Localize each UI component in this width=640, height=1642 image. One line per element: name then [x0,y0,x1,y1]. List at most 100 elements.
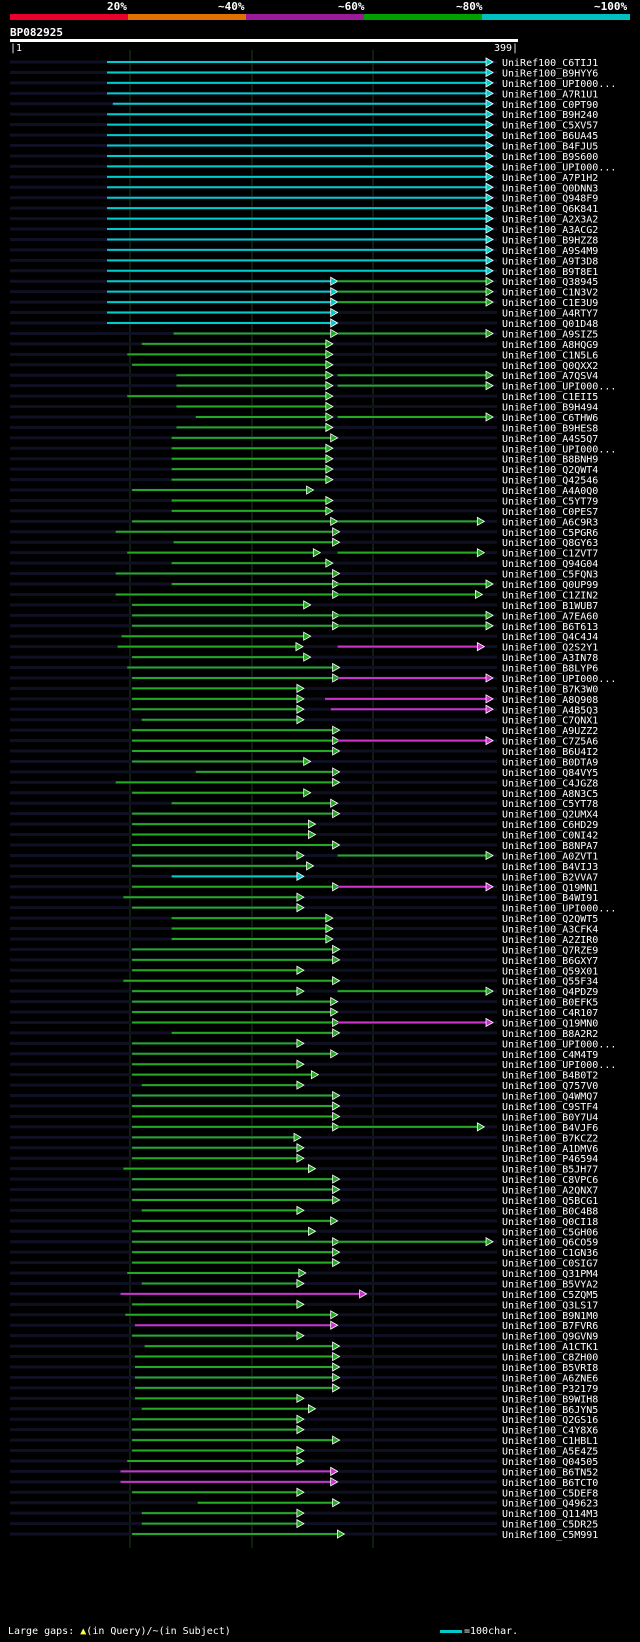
hit-id-link[interactable]: UniRef100_Q5BCG1 [502,1196,598,1207]
hit-row[interactable]: UniRef100_C5YT78 [10,798,598,810]
hit-row[interactable]: UniRef100_C1N5L6 [10,349,598,361]
hit-id-link[interactable]: UniRef100_C4JGZ8 [502,778,598,789]
hit-row[interactable]: UniRef100_B8NPA7 [10,840,598,852]
hit-row[interactable]: UniRef100_C5PGR6 [10,527,598,539]
hit-row[interactable]: UniRef100_B0C4B8 [10,1205,598,1217]
hit-row[interactable]: UniRef100_Q38945 [10,276,598,288]
hit-id-link[interactable]: UniRef100_Q2QWT4 [502,465,598,476]
hit-row[interactable]: UniRef100_A6C9R3 [10,516,598,528]
hit-id-link[interactable]: UniRef100_B9S600 [502,152,598,163]
hit-id-link[interactable]: UniRef100_Q0QXX2 [502,361,598,372]
hit-id-link[interactable]: UniRef100_Q31PM4 [502,1269,598,1280]
hit-id-link[interactable]: UniRef100_A6C9R3 [502,517,598,528]
hit-id-link[interactable]: UniRef100_C8VPC6 [502,1175,598,1186]
hit-id-link[interactable]: UniRef100_P46594 [502,1154,598,1165]
hit-id-link[interactable]: UniRef100_A9SIZ5 [502,329,598,340]
hit-id-link[interactable]: UniRef100_Q4C4J4 [502,632,598,643]
hit-id-link[interactable]: UniRef100_A3CFK4 [502,925,598,936]
hit-id-link[interactable]: UniRef100_B7KCZ2 [502,1133,598,1144]
hit-id-link[interactable]: UniRef100_C6HD29 [502,820,598,831]
hit-row[interactable]: UniRef100_B8LYP6 [10,662,598,675]
hit-row[interactable]: UniRef100_A9SIZ5 [10,328,598,340]
hit-row[interactable]: UniRef100_Q3LS17 [10,1299,598,1311]
hit-id-link[interactable]: UniRef100_B8LYP6 [502,664,598,675]
hit-row[interactable]: UniRef100_B9T8E1 [10,266,598,278]
hit-row[interactable]: UniRef100_C8ZH00 [10,1351,598,1364]
hit-id-link[interactable]: UniRef100_A7P1H2 [502,173,598,184]
hit-row[interactable]: UniRef100_C9STF4 [10,1101,598,1113]
hit-row[interactable]: UniRef100_A4S5Q7 [10,433,598,445]
hit-row[interactable]: UniRef100_C5DEF8 [10,1487,598,1499]
hit-row[interactable]: UniRef100_Q0QXX2 [10,360,598,372]
hit-row[interactable]: UniRef100_Q0DNN3 [10,182,598,194]
hit-id-link[interactable]: UniRef100_C1HBL1 [502,1436,598,1447]
hit-row[interactable]: UniRef100_Q42546 [10,474,598,487]
hit-id-link[interactable]: UniRef100_C5PGR6 [502,528,598,539]
hit-id-link[interactable]: UniRef100_B9WIH8 [502,1394,598,1405]
hit-id-link[interactable]: UniRef100_A2ZIR0 [502,935,598,946]
hit-row[interactable]: UniRef100_Q0UP99 [10,579,598,591]
hit-id-link[interactable]: UniRef100_UPI000... [502,79,616,90]
hit-id-link[interactable]: UniRef100_B5VRI8 [502,1363,598,1374]
hit-id-link[interactable]: UniRef100_B5VYA2 [502,1279,598,1290]
hit-id-link[interactable]: UniRef100_B6UA45 [502,131,598,142]
hit-id-link[interactable]: UniRef100_UPI000... [502,444,616,455]
hit-row[interactable]: UniRef100_C0NI42 [10,829,598,842]
hit-row[interactable]: UniRef100_B6TCT0 [10,1477,598,1489]
hit-row[interactable]: UniRef100_C6HD29 [10,819,598,831]
hit-id-link[interactable]: UniRef100_A0ZVT1 [502,851,598,862]
hit-id-link[interactable]: UniRef100_A9S4M9 [502,246,598,257]
hit-row[interactable]: UniRef100_Q4WMQ7 [10,1090,598,1103]
hit-id-link[interactable]: UniRef100_B4VIJ3 [502,862,598,873]
hit-id-link[interactable]: UniRef100_Q2GS16 [502,1415,598,1426]
hit-id-link[interactable]: UniRef100_Q6K841 [502,204,598,215]
hit-id-link[interactable]: UniRef100_A3IN78 [502,653,598,664]
hit-id-link[interactable]: UniRef100_Q7RZE9 [502,945,598,956]
hit-row[interactable]: UniRef100_B0EFK5 [10,996,598,1009]
hit-id-link[interactable]: UniRef100_C7Z5A6 [502,737,598,748]
hit-id-link[interactable]: UniRef100_B4B0T2 [502,1071,598,1082]
hit-id-link[interactable]: UniRef100_Q2QWT5 [502,914,598,925]
hit-id-link[interactable]: UniRef100_C1GN36 [502,1248,598,1259]
hit-id-link[interactable]: UniRef100_A9T3D8 [502,256,598,267]
hit-row[interactable]: UniRef100_C1EII5 [10,391,598,403]
hit-row[interactable]: UniRef100_A3IN78 [10,652,598,664]
hit-id-link[interactable]: UniRef100_B0Y7U4 [502,1112,598,1123]
hit-row[interactable]: UniRef100_Q2S2Y1 [10,641,598,654]
hit-row[interactable]: UniRef100_Q55F34 [10,976,598,988]
hit-id-link[interactable]: UniRef100_B4VJF6 [502,1123,598,1134]
hit-row[interactable]: UniRef100_B5JH77 [10,1163,598,1176]
hit-row[interactable]: UniRef100_B0DTA9 [10,756,598,768]
hit-id-link[interactable]: UniRef100_C5YT79 [502,496,598,507]
hit-row[interactable]: UniRef100_B6JYN5 [10,1404,598,1416]
hit-row[interactable]: UniRef100_Q2QWT5 [10,913,598,925]
hit-row[interactable]: UniRef100_A1CTK1 [10,1341,598,1353]
hit-id-link[interactable]: UniRef100_UPI000... [502,674,616,685]
hit-row[interactable]: UniRef100_B0Y7U4 [10,1111,598,1123]
hit-row[interactable]: UniRef100_P46594 [10,1153,598,1165]
hit-id-link[interactable]: UniRef100_Q0CI18 [502,1217,598,1228]
hit-row[interactable]: UniRef100_A9S4M9 [10,245,598,257]
hit-id-link[interactable]: UniRef100_UPI000... [502,1060,616,1071]
hit-row[interactable]: UniRef100_C5YT79 [10,495,598,507]
hit-id-link[interactable]: UniRef100_A1CTK1 [502,1342,598,1353]
hit-id-link[interactable]: UniRef100_Q94G04 [502,559,598,570]
hit-id-link[interactable]: UniRef100_C0PT90 [502,100,598,111]
hit-row[interactable]: UniRef100_Q31PM4 [10,1268,598,1280]
hit-row[interactable]: UniRef100_B1WUB7 [10,600,598,612]
hit-id-link[interactable]: UniRef100_Q757V0 [502,1081,598,1092]
hit-row[interactable]: UniRef100_A7QSV4 [10,370,598,382]
hit-row[interactable]: UniRef100_C1HBL1 [10,1435,598,1447]
hit-id-link[interactable]: UniRef100_C5M991 [502,1530,598,1541]
hit-id-link[interactable]: UniRef100_Q4WMQ7 [502,1092,598,1103]
hit-id-link[interactable]: UniRef100_Q2S2Y1 [502,643,598,654]
hit-row[interactable]: UniRef100_Q84VY5 [10,767,598,779]
hit-row[interactable]: UniRef100_C1N3V2 [10,286,598,299]
hit-row[interactable]: UniRef100_B7FVR6 [10,1320,598,1332]
hit-id-link[interactable]: UniRef100_B4WI91 [502,893,598,904]
hit-row[interactable]: UniRef100_B9WIH8 [10,1393,598,1405]
hit-row[interactable]: UniRef100_Q0CI18 [10,1216,598,1228]
hit-row[interactable]: UniRef100_Q2QWT4 [10,464,598,476]
hit-id-link[interactable]: UniRef100_B8A2R2 [502,1029,598,1040]
hit-id-link[interactable]: UniRef100_C0NI42 [502,831,598,842]
